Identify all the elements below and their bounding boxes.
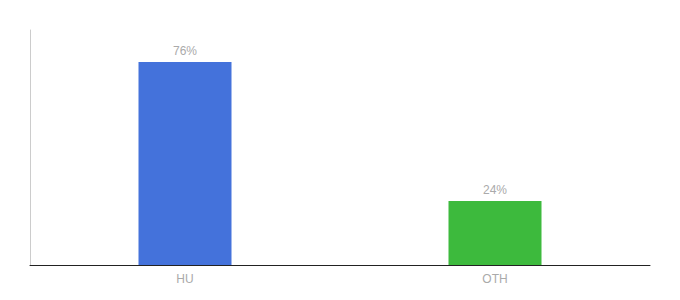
svg-text:24%: 24% (483, 183, 507, 197)
svg-text:HU: HU (176, 272, 193, 286)
svg-text:OTH: OTH (482, 272, 507, 286)
svg-text:76%: 76% (173, 44, 197, 58)
